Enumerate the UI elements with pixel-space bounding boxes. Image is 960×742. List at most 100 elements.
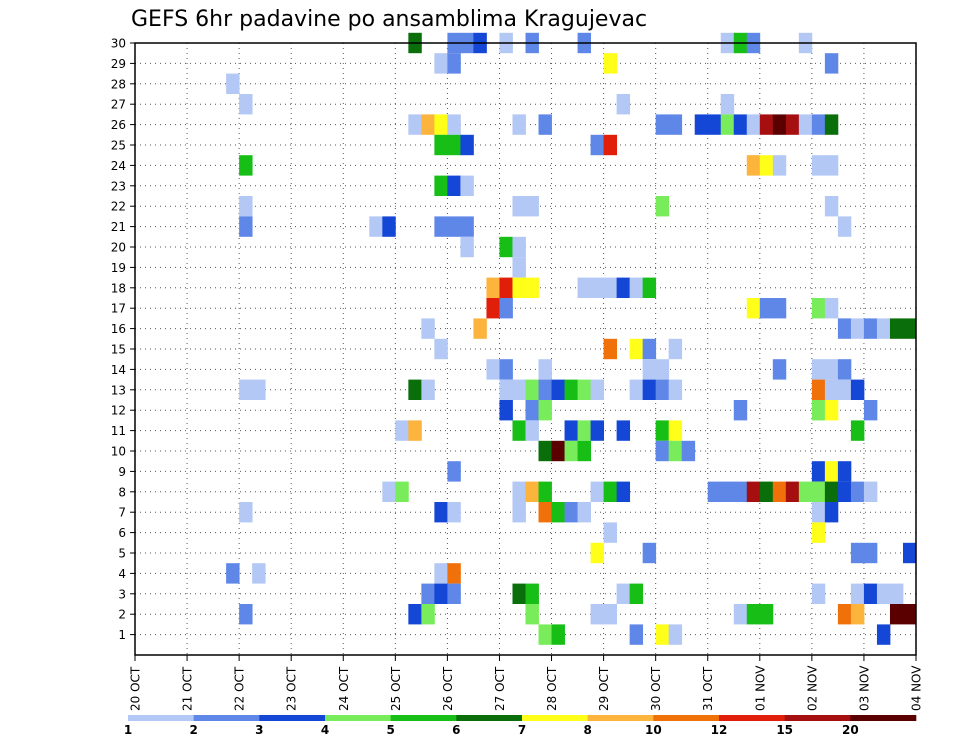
colorbar-segment	[522, 715, 588, 721]
data-cell	[616, 583, 631, 604]
data-cell	[499, 359, 513, 380]
data-cell	[811, 461, 826, 482]
colorbar: 1 2 3 4 5 6 7 8 10 12 15 20	[124, 715, 917, 737]
y-tick-label: 11	[111, 424, 126, 438]
data-cell	[434, 338, 448, 360]
data-cell	[811, 298, 826, 319]
y-tick-label: 29	[111, 57, 126, 71]
data-cell	[434, 563, 448, 584]
y-tick-label: 3	[118, 587, 126, 601]
data-cell	[512, 114, 526, 135]
data-cell	[525, 379, 539, 400]
data-cell	[512, 583, 526, 604]
data-cell	[772, 359, 787, 380]
data-cell	[824, 379, 839, 400]
data-cell	[759, 298, 774, 319]
data-cell	[681, 440, 696, 462]
data-cell	[421, 604, 435, 625]
data-cell	[239, 502, 253, 523]
y-tick-label: 27	[111, 98, 126, 112]
colorbar-segment	[456, 715, 523, 721]
data-cell	[239, 94, 253, 115]
data-cell	[655, 379, 670, 400]
data-cell	[850, 379, 865, 400]
data-cell	[434, 134, 448, 156]
data-cell	[603, 338, 618, 360]
colorbar-label: 4	[321, 723, 329, 737]
data-cell	[655, 624, 670, 645]
data-cell	[616, 94, 631, 115]
x-tick-label: 02 NOV	[805, 665, 819, 711]
data-cell	[538, 624, 552, 645]
data-cell	[863, 400, 878, 421]
x-tick-label: 01 NOV	[753, 665, 767, 711]
y-tick-label: 17	[111, 302, 126, 316]
data-cell	[239, 379, 253, 400]
data-cell	[629, 277, 644, 298]
data-cell	[616, 277, 631, 298]
y-tick-label: 12	[111, 404, 126, 418]
data-cell	[577, 379, 591, 400]
data-cell	[434, 502, 448, 523]
data-cell	[798, 481, 813, 502]
x-tick-label: 24 OCT	[337, 666, 351, 711]
data-cell	[434, 216, 448, 237]
data-cell	[733, 481, 748, 502]
data-cell	[239, 155, 253, 176]
data-cell	[824, 155, 839, 176]
y-tick-label: 18	[111, 281, 126, 295]
data-cell	[395, 420, 409, 441]
y-tick-label: 21	[111, 220, 126, 234]
data-cell	[499, 298, 513, 319]
data-cell	[889, 318, 904, 339]
x-tick-label: 27 OCT	[493, 666, 507, 711]
data-cell	[460, 236, 474, 258]
data-cell	[590, 277, 604, 298]
data-cell	[382, 481, 396, 502]
colorbar-label: 3	[255, 723, 263, 737]
data-cell	[590, 420, 604, 441]
data-cell	[434, 175, 448, 196]
data-cell	[811, 481, 826, 502]
data-cell	[837, 318, 852, 339]
data-cell	[499, 236, 513, 258]
data-cell	[460, 175, 474, 196]
y-tick-label: 26	[111, 118, 126, 132]
data-cell	[525, 583, 539, 604]
data-cell	[824, 359, 839, 380]
data-cell	[525, 604, 539, 625]
colorbar-segment	[390, 715, 457, 721]
data-cell	[837, 359, 852, 380]
data-cell	[538, 400, 552, 421]
data-cell	[668, 440, 683, 462]
data-cell	[785, 481, 800, 502]
data-cell	[824, 502, 839, 523]
data-cell	[642, 359, 657, 380]
data-cell	[733, 400, 748, 421]
colorbar-label: 12	[711, 723, 728, 737]
data-cell	[460, 216, 474, 237]
chart-title: GEFS 6hr padavine po ansamblima Kragujev…	[131, 7, 647, 32]
data-cell	[525, 420, 539, 441]
data-cell	[447, 583, 461, 604]
colorbar-segment	[719, 715, 785, 721]
data-cell	[824, 400, 839, 421]
data-cell	[447, 461, 461, 482]
data-cell	[837, 461, 852, 482]
x-tick-label: 28 OCT	[545, 666, 559, 711]
colorbar-label: 6	[452, 723, 460, 737]
data-cell	[668, 114, 683, 135]
data-cell	[499, 379, 513, 400]
data-cell	[746, 114, 761, 135]
data-cell	[720, 94, 735, 115]
data-cell	[642, 338, 657, 360]
data-cell	[824, 53, 839, 74]
data-cell	[876, 624, 891, 645]
data-cell	[850, 604, 865, 625]
data-cell	[434, 53, 448, 74]
data-cell	[499, 400, 513, 421]
data-cell	[850, 583, 865, 604]
data-cell	[772, 481, 787, 502]
y-tick-label: 10	[111, 445, 126, 459]
data-cell	[486, 277, 500, 298]
